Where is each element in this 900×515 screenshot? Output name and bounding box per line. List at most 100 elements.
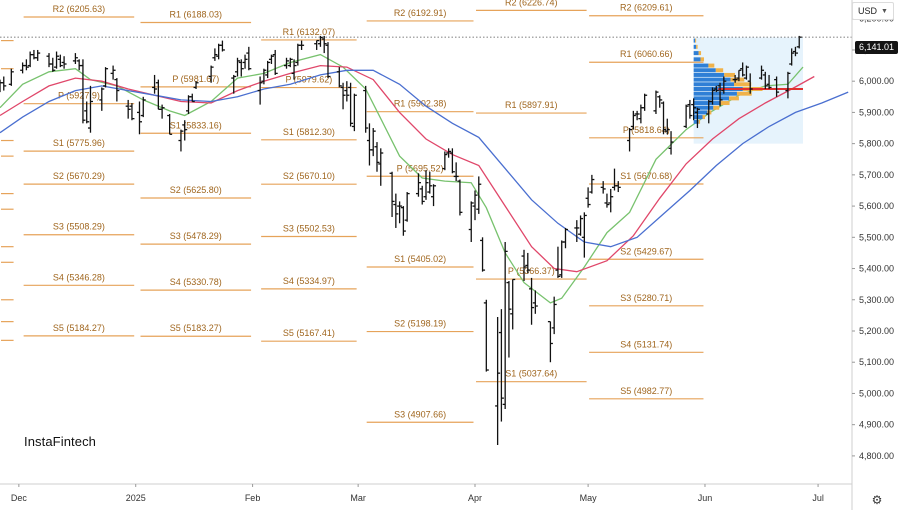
volume-bin-up: [693, 68, 716, 73]
pivot-label-s2: S2 (5670.10): [283, 171, 335, 181]
volume-bin-down: [715, 68, 724, 73]
pivot-label-s5: S5 (5167.41): [283, 328, 335, 338]
volume-bin-up: [693, 63, 709, 68]
ohlc-bar: [796, 35, 802, 49]
ohlc-bar: [419, 185, 425, 205]
ohlc-bar: [766, 74, 772, 89]
ohlc-bar: [8, 68, 14, 86]
ohlc-bar: [129, 103, 135, 121]
ohlc-bar: [397, 201, 403, 224]
pivot-label-s3: S3 (5508.29): [53, 222, 105, 232]
ohlc-bar: [736, 69, 742, 82]
ohlc-bar: [525, 252, 531, 274]
pivot-label-s1: S1 (5812.30): [283, 127, 335, 137]
volume-bin-up: [693, 110, 708, 115]
ohlc-bar: [268, 54, 274, 65]
ohlc-bar: [0, 79, 3, 93]
ohlc-bar: [457, 179, 463, 216]
ohlc-bar: [208, 65, 214, 83]
ohlc-bar: [272, 49, 278, 75]
ohlc-bar: [238, 59, 244, 77]
pivot-label-r1: R1 (6132.07): [283, 27, 336, 37]
ohlc-bar: [340, 82, 346, 110]
ohlc-bar: [348, 82, 354, 127]
pivot-label-s2: S2 (5670.29): [53, 171, 105, 181]
ohlc-bar: [472, 190, 478, 221]
volume-bin-down: [698, 51, 702, 56]
volume-bin-up: [693, 82, 735, 87]
ohlc-bar: [589, 174, 595, 194]
volume-bin-up: [693, 115, 703, 120]
ohlc-bar: [54, 51, 60, 69]
ohlc-bar: [246, 46, 252, 71]
ohlc-bar: [27, 51, 33, 68]
x-tick-label: May: [580, 493, 598, 503]
ohlc-bar: [261, 68, 267, 85]
pivot-label-r2: R2 (6205.63): [53, 4, 106, 14]
y-tick-label: 5,200.00: [859, 326, 894, 336]
volume-bin-up: [693, 51, 699, 56]
pivot-label-p: P (5927.9): [58, 91, 100, 101]
pivot-label-p: P (5366.37): [508, 266, 555, 276]
ohlc-bar: [20, 62, 26, 74]
ohlc-bar: [404, 192, 410, 222]
ohlc-bar: [604, 193, 610, 208]
ohlc-bar: [299, 40, 305, 50]
settings-button[interactable]: ⚙: [870, 493, 884, 507]
y-tick-label: 5,400.00: [859, 264, 894, 274]
pivot-label-s2: S2 (5198.19): [394, 319, 446, 329]
ohlc-bar: [581, 212, 587, 258]
last-price-badge: 6,141.01: [855, 41, 898, 54]
x-tick-label: Mar: [350, 493, 366, 503]
ohlc-bar: [287, 57, 293, 68]
pivot-label-r1: R1 (6188.03): [170, 9, 223, 19]
ohlc-bar: [446, 148, 452, 158]
volume-bin-down: [720, 101, 730, 106]
ohlc-bar: [219, 40, 225, 52]
volume-bin-up: [693, 91, 737, 96]
x-tick-label: Feb: [245, 493, 261, 503]
ohlc-bar: [257, 76, 263, 105]
volume-bin-down: [700, 57, 704, 62]
ohlc-bar: [351, 93, 357, 132]
volume-bin-down: [724, 72, 735, 77]
ohlc-bar: [46, 53, 52, 68]
pivot-label-r1: R1 (5902.38): [394, 99, 447, 109]
volume-bin-down: [698, 119, 701, 124]
ohlc-bar: [110, 65, 116, 80]
ohlc-bar: [325, 42, 331, 79]
pivot-label-s5: S5 (5183.27): [170, 323, 222, 333]
ohlc-bar: [370, 128, 376, 157]
volume-bin-down: [729, 96, 739, 101]
ohlc-bar: [694, 107, 700, 129]
ohlc-bar: [627, 128, 633, 152]
ohlc-bar: [785, 71, 791, 99]
ohlc-bar: [555, 246, 561, 278]
y-tick-label: 4,800.00: [859, 451, 894, 461]
ohlc-bar: [657, 95, 663, 108]
ohlc-bar: [389, 171, 395, 218]
pivot-label-p: P (5695.52): [397, 163, 444, 173]
volume-bin-up: [693, 38, 696, 43]
ohlc-bar: [136, 101, 142, 135]
ohlc-bar: [427, 171, 433, 194]
pivot-label-s1: S1 (5037.64): [505, 369, 557, 379]
ohlc-bar: [363, 85, 369, 133]
volume-bin-up: [693, 119, 699, 124]
x-tick-label: Jul: [812, 493, 824, 503]
ohlc-bar: [611, 168, 617, 191]
ohlc-bar: [792, 46, 798, 57]
x-tick-label: 2025: [126, 493, 146, 503]
ohlc-bar: [140, 96, 146, 118]
volume-bin-down: [708, 63, 715, 68]
volume-bin-down: [696, 44, 698, 49]
ohlc-bar: [265, 60, 271, 79]
ohlc-bar: [687, 99, 693, 119]
currency-selector[interactable]: USD ▼: [852, 2, 894, 20]
pivot-label-s4: S4 (5346.28): [53, 272, 105, 282]
pivot-label-r2: R2 (6226.74): [505, 0, 558, 7]
ohlc-bar: [242, 54, 248, 69]
ohlc-bar: [668, 131, 674, 155]
